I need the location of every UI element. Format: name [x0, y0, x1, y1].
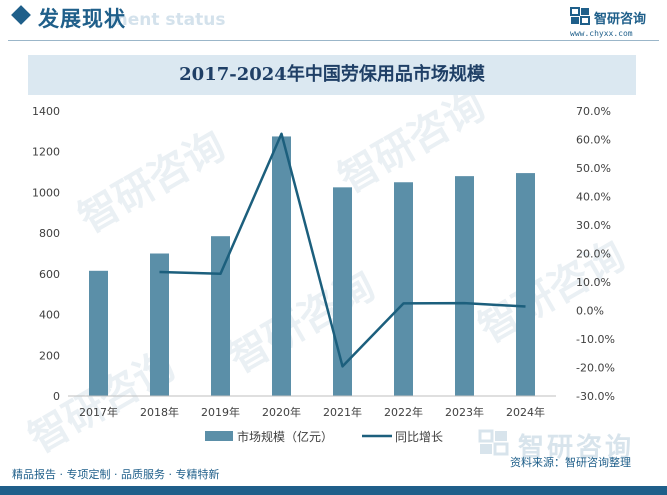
bar	[394, 182, 413, 396]
x-tick-label: 2023年	[445, 405, 484, 419]
y-left-tick-label: 1000	[32, 186, 60, 199]
y-right-tick-label: 10.0%	[576, 276, 611, 289]
section-title: 发展现状	[38, 7, 126, 31]
x-tick-label: 2022年	[384, 405, 423, 419]
header-divider	[8, 40, 659, 41]
y-right-tick-label: -10.0%	[576, 333, 615, 346]
x-tick-label: 2019年	[201, 405, 240, 419]
x-tick-label: 2024年	[506, 405, 545, 419]
x-tick-label: 2018年	[140, 405, 179, 419]
footer-slogan: 精品报告 · 专项定制 · 品质服务 · 专精特新	[12, 468, 220, 481]
y-right-tick-label: 70.0%	[576, 105, 611, 118]
chart-title-box: 2017-2024年中国劳保用品市场规模	[28, 55, 636, 95]
source-note: 资料来源：智研咨询整理	[510, 456, 631, 469]
y-right-tick-label: -30.0%	[576, 390, 615, 403]
legend-line-label: 同比增长	[395, 430, 443, 444]
y-right-tick-label: 60.0%	[576, 134, 611, 147]
y-left-tick-label: 200	[39, 349, 60, 362]
y-right-tick-label: 20.0%	[576, 248, 611, 261]
x-tick-label: 2017年	[79, 405, 118, 419]
y-left-tick-label: 800	[39, 227, 60, 240]
bar	[211, 236, 230, 396]
brand-name: 智研咨询	[594, 12, 647, 27]
y-left-tick-label: 1400	[32, 105, 60, 118]
bottom-brand-logo-icon	[478, 429, 509, 456]
section-header: 发展现状 ment status 智研咨询 www.chyxx.com	[0, 0, 667, 42]
y-right-tick-label: 40.0%	[576, 191, 611, 204]
bar	[150, 253, 169, 396]
y-left-tick-label: 600	[39, 268, 60, 281]
bottom-brand-name: 智研咨询	[518, 433, 635, 463]
y-right-tick-label: 50.0%	[576, 162, 611, 175]
y-left-tick-label: 1200	[32, 146, 60, 159]
bar	[516, 173, 535, 396]
x-tick-label: 2020年	[262, 405, 301, 419]
brand-url: www.chyxx.com	[570, 29, 633, 38]
bar	[272, 136, 291, 397]
legend-bar-label: 市场规模（亿元）	[237, 429, 333, 444]
legend-bar-swatch	[205, 431, 233, 441]
y-left-tick-label: 0	[53, 390, 60, 403]
footer-bar	[0, 486, 667, 495]
y-right-tick-label: 30.0%	[576, 219, 611, 232]
y-left-tick-label: 400	[39, 309, 60, 322]
chart-title: 2017-2024年中国劳保用品市场规模	[179, 64, 485, 85]
y-right-tick-label: -20.0%	[576, 362, 615, 375]
x-tick-label: 2021年	[323, 405, 362, 419]
brand-logo-icon	[570, 7, 590, 25]
bar	[89, 270, 108, 396]
bar	[455, 176, 474, 396]
y-right-tick-label: 0.0%	[576, 305, 604, 318]
